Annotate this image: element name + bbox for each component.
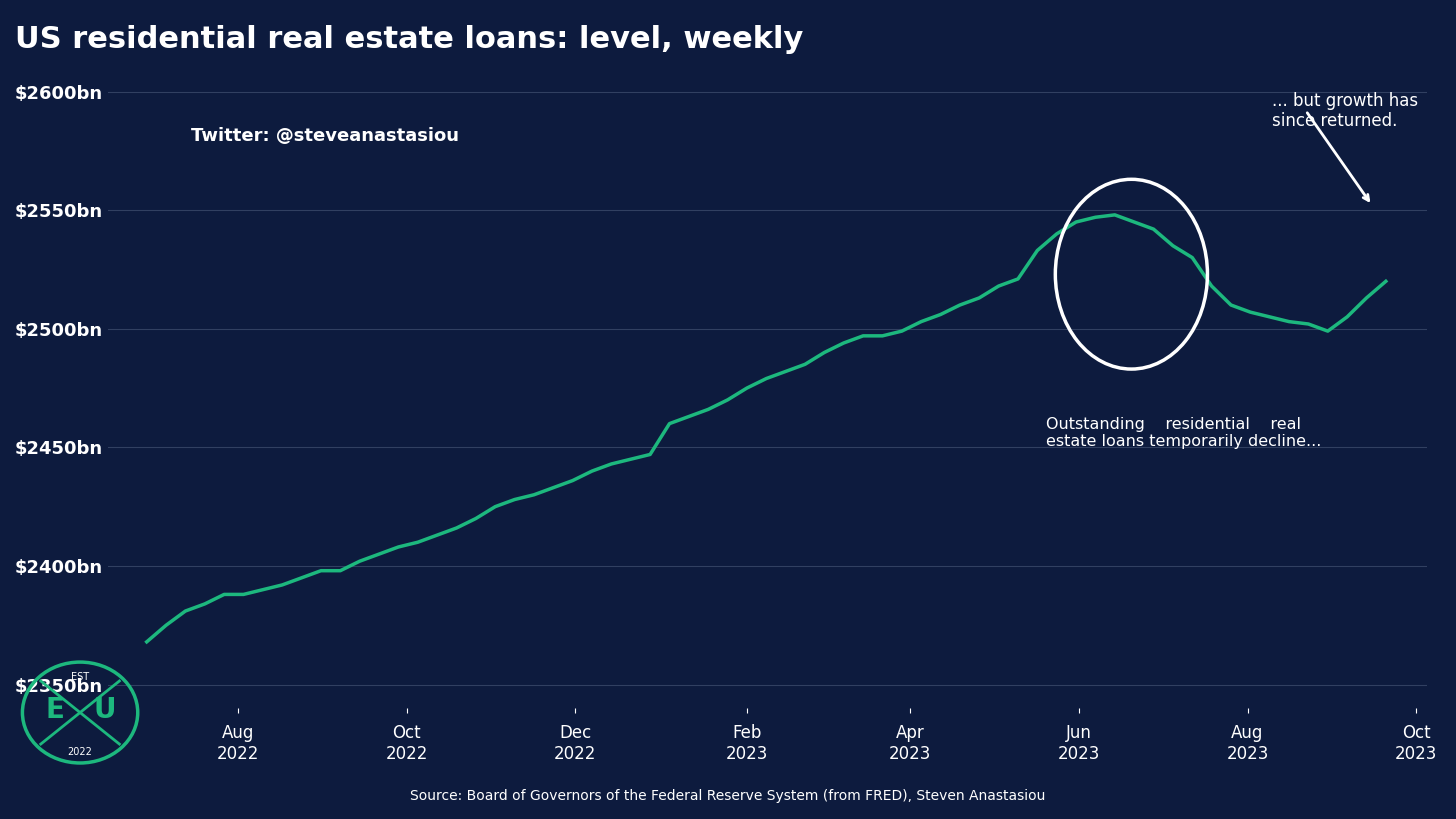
Text: US residential real estate loans: level, weekly: US residential real estate loans: level,… <box>15 25 802 53</box>
Text: Source: Board of Governors of the Federal Reserve System (from FRED), Steven Ana: Source: Board of Governors of the Federa… <box>411 789 1045 803</box>
Text: U: U <box>93 695 116 724</box>
Text: ... but growth has
since returned.: ... but growth has since returned. <box>1273 92 1418 130</box>
Text: E: E <box>45 695 64 724</box>
Text: 2022: 2022 <box>67 746 93 757</box>
Text: Twitter: @steveanastasiou: Twitter: @steveanastasiou <box>191 127 459 145</box>
Text: EST: EST <box>71 672 89 682</box>
Text: Outstanding    residential    real
estate loans temporarily decline...: Outstanding residential real estate loan… <box>1045 417 1321 449</box>
